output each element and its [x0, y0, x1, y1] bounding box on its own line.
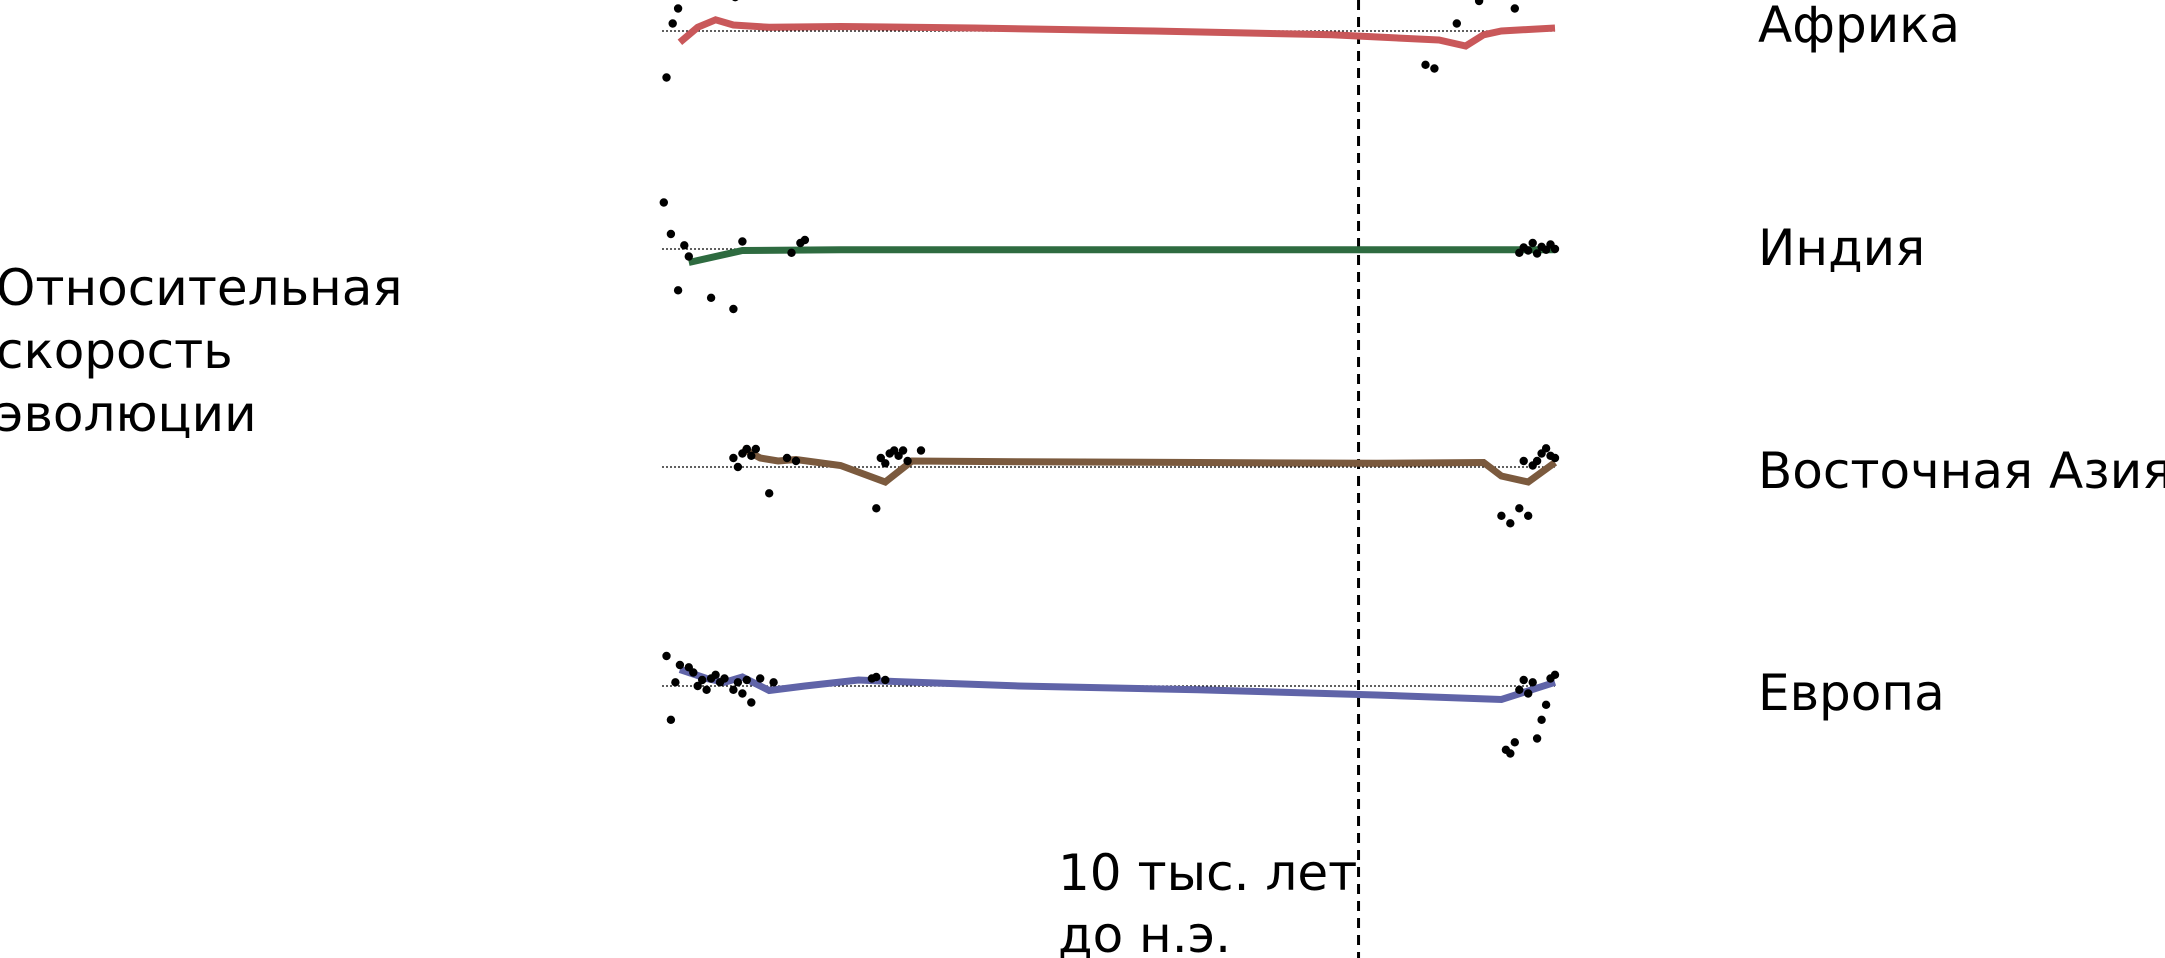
series-3-point — [1528, 678, 1537, 687]
series-2-point — [742, 444, 751, 454]
series-3-point — [756, 674, 765, 683]
series-3-point — [881, 675, 890, 685]
y-label-line-1: Относительная — [0, 259, 402, 317]
series-3-point — [671, 678, 680, 687]
series-2-point — [733, 462, 743, 472]
series-2-point — [1524, 511, 1533, 520]
series-3-point — [1532, 734, 1542, 743]
series-2-point — [1550, 453, 1560, 463]
series-3-point — [733, 678, 743, 687]
series-3-line — [678, 666, 1557, 704]
series-0-line — [677, 16, 1556, 50]
series-2-point — [1541, 444, 1551, 453]
series-1-point — [729, 304, 738, 314]
y-label-line-3: эволюции — [0, 385, 257, 443]
series-3-point — [702, 685, 711, 694]
series-1-point — [1532, 249, 1542, 258]
series-1-line — [688, 246, 1555, 266]
series-3-point — [742, 675, 751, 685]
series-layer: Африка Индия Восточная Азия Европа — [659, 0, 2165, 758]
series-2-point — [1532, 456, 1542, 466]
series-2-point — [1519, 456, 1528, 466]
series-3-point — [1515, 685, 1524, 694]
series-3-point — [720, 674, 729, 683]
series-3-point — [675, 660, 685, 670]
series-3-label: Европа — [1758, 664, 1945, 722]
series-3-point — [662, 651, 671, 661]
series-1-point — [684, 252, 693, 261]
series-2-line — [740, 445, 1558, 486]
series-2-point — [765, 489, 774, 498]
series-1-label: Индия — [1758, 219, 1925, 277]
series-1-point — [1528, 238, 1537, 248]
series-2-point — [729, 453, 738, 463]
series-1-point — [680, 241, 689, 250]
series-3-point — [1550, 670, 1560, 679]
series-2-label: Восточная Азия — [1758, 442, 2165, 500]
series-0-point — [668, 19, 677, 28]
series-0-point — [673, 4, 683, 13]
series-0-label: Африка — [1758, 0, 1960, 54]
series-1-point — [666, 229, 676, 239]
series-2-point — [751, 444, 760, 454]
series-3-point — [1537, 715, 1546, 724]
series-3-point — [738, 689, 747, 698]
series-3-point — [747, 698, 756, 707]
series-2-point — [898, 446, 908, 455]
series-3-point — [872, 672, 881, 682]
series-3-point — [698, 675, 707, 685]
series-3-point — [711, 670, 720, 679]
series-1-point — [787, 248, 796, 257]
series-1-point — [800, 235, 810, 245]
series-1-point — [673, 286, 683, 295]
series-3-point — [1541, 700, 1551, 709]
series-1-point — [738, 237, 747, 246]
marker-label-line-1: 10 тыс. лет — [1058, 844, 1357, 902]
marker-label-line-2: до н.э. — [1058, 906, 1231, 958]
series-0-point — [1474, 0, 1484, 6]
y-axis-label: Относительная скорость эволюции — [0, 259, 402, 443]
series-3-point — [769, 678, 778, 687]
series-3-point — [1524, 689, 1533, 698]
series-3-point — [693, 681, 702, 691]
series-0-point — [1510, 4, 1520, 13]
time-marker-label: 10 тыс. лет до н.э. — [1058, 844, 1357, 958]
series-1: Индия — [659, 198, 1925, 314]
series-0-point — [1452, 19, 1462, 28]
series-2-point — [1506, 519, 1515, 528]
series-0-point — [1430, 64, 1439, 73]
series-2-point — [1515, 504, 1524, 513]
series-3-point — [1519, 675, 1528, 685]
series-2: Восточная Азия — [662, 442, 2165, 528]
series-3: Европа — [662, 651, 1945, 758]
series-2-point — [872, 504, 881, 513]
series-2-point — [791, 456, 801, 466]
series-1-point — [1524, 246, 1533, 255]
series-2-point — [903, 456, 912, 466]
series-3-point — [666, 715, 676, 724]
series-2-point — [881, 459, 890, 468]
series-2-point — [782, 453, 792, 463]
series-2-point — [1497, 511, 1506, 520]
series-0: Африка — [662, 0, 1960, 82]
series-3-point — [1506, 749, 1515, 758]
series-0-point — [1421, 60, 1430, 69]
series-0-point — [732, 0, 739, 2]
series-2-point — [916, 446, 926, 455]
series-3-point — [1510, 738, 1520, 747]
series-1-point — [706, 293, 716, 302]
series-0-point — [662, 73, 671, 82]
series-1-point — [659, 198, 668, 207]
series-3-point — [689, 668, 698, 677]
series-3-point — [729, 685, 738, 694]
y-label-line-2: скорость — [0, 322, 233, 380]
series-2-point — [747, 451, 756, 460]
series-1-point — [1550, 244, 1560, 254]
